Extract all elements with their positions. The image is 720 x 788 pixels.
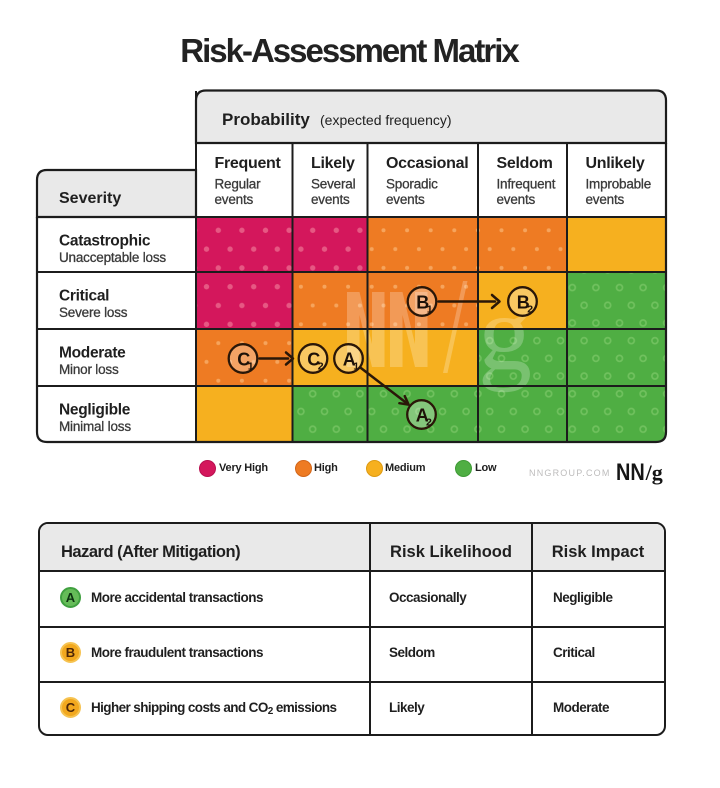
svg-text:Severe loss: Severe loss (59, 305, 128, 320)
svg-text:Regular: Regular (215, 177, 262, 192)
svg-text:Minor loss: Minor loss (59, 362, 119, 377)
svg-text:A: A (343, 350, 356, 370)
svg-text:A: A (416, 406, 429, 426)
svg-text:Moderate: Moderate (59, 345, 126, 362)
svg-text:1: 1 (427, 304, 433, 316)
svg-text:Unacceptable loss: Unacceptable loss (59, 250, 166, 265)
svg-text:Infrequent: Infrequent (497, 177, 556, 192)
svg-text:1: 1 (353, 361, 359, 373)
svg-text:C: C (307, 350, 320, 370)
svg-text:C: C (237, 350, 250, 370)
svg-text:Frequent: Frequent (215, 155, 282, 172)
svg-text:events: events (215, 192, 254, 207)
svg-text:Severity: Severity (59, 190, 121, 207)
svg-text:Negligible: Negligible (59, 402, 131, 419)
svg-text:Several: Several (311, 177, 356, 192)
svg-text:Unlikely: Unlikely (586, 155, 645, 172)
svg-text:events: events (311, 192, 350, 207)
svg-text:Sporadic: Sporadic (386, 177, 438, 192)
svg-text:B: B (517, 293, 530, 313)
svg-text:2: 2 (318, 361, 324, 373)
svg-text:2: 2 (527, 304, 533, 316)
svg-text:Likely: Likely (311, 155, 355, 172)
svg-text:Seldom: Seldom (497, 155, 553, 172)
svg-text:events: events (497, 192, 536, 207)
svg-text:Improbable: Improbable (586, 177, 652, 192)
svg-text:1: 1 (248, 361, 254, 373)
svg-text:(expected frequency): (expected frequency) (320, 112, 452, 128)
svg-text:Catastrophic: Catastrophic (59, 233, 151, 250)
svg-text:B: B (416, 293, 429, 313)
svg-text:Critical: Critical (59, 288, 109, 305)
svg-text:Probability: Probability (222, 110, 310, 129)
svg-text:Occasional: Occasional (386, 155, 468, 172)
svg-text:events: events (586, 192, 625, 207)
svg-text:events: events (386, 192, 425, 207)
svg-text:g: g (478, 274, 532, 393)
svg-text:Minimal loss: Minimal loss (59, 419, 131, 434)
svg-text:2: 2 (426, 417, 432, 429)
